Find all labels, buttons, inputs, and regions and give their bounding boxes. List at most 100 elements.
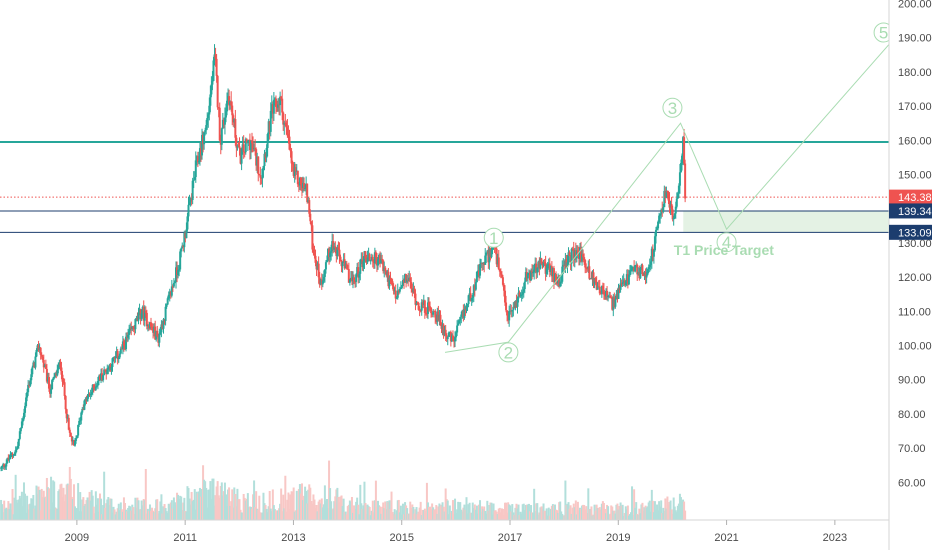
volume-bar <box>359 484 362 520</box>
price-tick-label: 120.00 <box>898 272 932 284</box>
elliott-wave-path[interactable] <box>444 44 890 353</box>
candle-body <box>412 288 415 293</box>
candle-body <box>55 373 58 376</box>
volume-bar <box>409 501 412 520</box>
candle-body <box>327 248 330 261</box>
candle-body <box>81 408 84 413</box>
volume-bar <box>306 503 309 520</box>
volume-bar <box>549 508 552 520</box>
candle-body <box>673 213 676 218</box>
volume-bar <box>42 490 45 520</box>
candle-body <box>38 347 41 351</box>
volume-bar <box>147 511 150 520</box>
volume-bar <box>325 499 328 520</box>
candle-body <box>90 392 93 395</box>
candle-body <box>359 259 362 274</box>
candle-body <box>248 139 251 151</box>
volume-bar <box>586 512 589 520</box>
candle-body <box>331 241 334 252</box>
candle-body <box>98 376 101 381</box>
candle-body <box>615 294 618 300</box>
annotations: T1 Price Target <box>674 242 774 258</box>
volume-bar <box>94 491 97 520</box>
volume-bar <box>436 513 439 520</box>
volume-bar <box>294 510 297 520</box>
volume-bar <box>406 508 409 520</box>
candle-body <box>540 258 543 264</box>
volume-bar <box>600 503 603 520</box>
candle-body <box>500 274 503 278</box>
candle-body <box>502 284 505 291</box>
candle-body <box>572 249 575 260</box>
volume-bar <box>425 482 428 520</box>
wave-label-circle[interactable] <box>716 232 737 253</box>
volume-bar <box>241 512 244 520</box>
price-tick-label: 190.00 <box>898 33 932 45</box>
volume-bar <box>610 505 613 520</box>
candle-body <box>294 167 297 172</box>
price-tag-label: 139.34 <box>898 206 932 218</box>
candle-body <box>257 156 260 174</box>
candle-body <box>72 440 75 446</box>
volume-bar <box>80 511 83 520</box>
candle-body <box>208 105 211 115</box>
volume-bar <box>491 514 494 520</box>
volume-bar <box>405 505 408 520</box>
volume-bar <box>323 485 326 520</box>
volume-bar <box>672 497 675 520</box>
time-axis-ticks[interactable]: 2009 2011 2013 2015 2017 2019 2021 2023 <box>65 520 847 544</box>
target-zone[interactable] <box>683 210 889 233</box>
volume-bar <box>666 496 669 520</box>
candle-body <box>310 221 313 226</box>
volume-bar <box>338 502 341 520</box>
candle-body <box>471 294 474 298</box>
candle-body <box>384 267 387 271</box>
candle-body <box>479 264 482 276</box>
volume-bar <box>633 489 636 520</box>
volume-bar <box>320 498 323 520</box>
candle-body <box>439 314 442 326</box>
level-lines <box>0 140 889 233</box>
candle-body <box>52 378 55 381</box>
volume-bar <box>484 510 487 520</box>
price-axis-panel[interactable] <box>889 0 932 520</box>
volume-bar <box>62 487 65 520</box>
candle-body <box>677 185 680 194</box>
volume-bar <box>546 515 549 520</box>
candle-body <box>623 280 626 286</box>
volume-bar <box>239 509 242 520</box>
volume-bar <box>144 468 147 520</box>
wave-label-circle[interactable] <box>498 342 519 363</box>
candle-body <box>266 134 269 149</box>
volume-bar <box>199 496 202 520</box>
candle-body <box>154 326 157 340</box>
volume-bar <box>54 507 57 520</box>
volume-bar <box>485 513 488 520</box>
volume-bar <box>542 503 545 520</box>
candle-body <box>265 148 268 158</box>
volume-bar <box>92 506 95 520</box>
volume-bar <box>118 510 121 520</box>
volume-bar <box>327 508 330 520</box>
volume-bar <box>1 504 4 520</box>
volume-bar <box>559 501 562 520</box>
candle-body <box>111 358 114 368</box>
volume-bar <box>21 506 24 520</box>
volume-bar <box>565 505 568 520</box>
volume-bar <box>647 502 650 520</box>
candle-body <box>86 396 89 402</box>
volume-bar <box>55 508 58 520</box>
candle-body <box>172 282 175 287</box>
volume-bar <box>656 504 659 520</box>
volume-bar <box>226 506 229 520</box>
volume-bar <box>28 504 31 520</box>
volume-bar <box>450 510 453 520</box>
volume-bar <box>513 514 516 520</box>
wave-label-circle[interactable] <box>483 227 504 248</box>
candle-body <box>56 369 59 376</box>
volume-bar <box>298 484 301 520</box>
wave-label-circle[interactable] <box>662 97 683 118</box>
candle-body <box>97 376 100 382</box>
